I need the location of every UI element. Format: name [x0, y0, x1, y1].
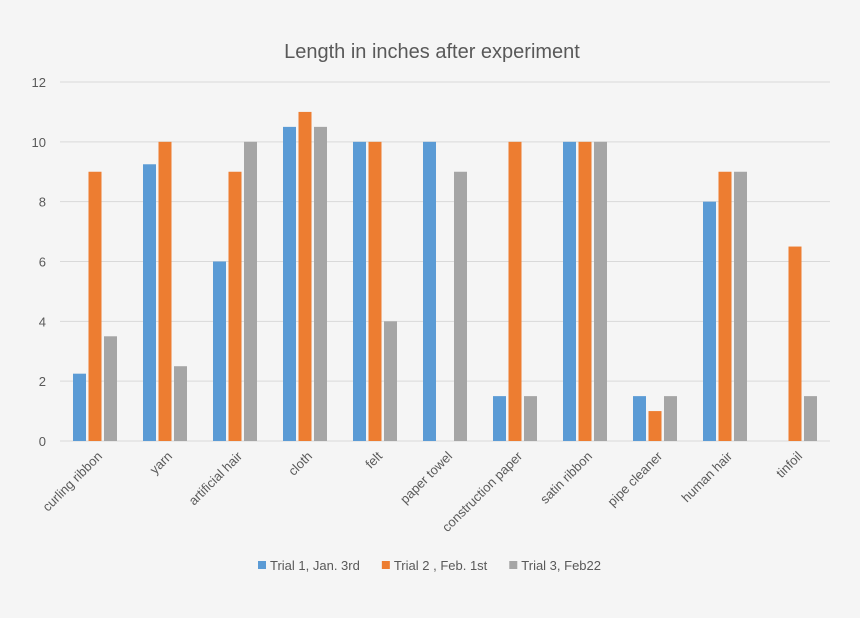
y-axis: 0 2 4 6 8 10 12 — [32, 75, 46, 449]
y-tick-label: 6 — [39, 255, 46, 270]
x-tick-label: satin ribbon — [537, 449, 595, 507]
legend-label: Trial 2 , Feb. 1st — [394, 558, 488, 573]
bar-human-hair-series-2 — [718, 171, 732, 441]
chart-title: Length in inches after experiment — [284, 41, 580, 63]
x-axis: curling ribbon yarn artificial hair cloth fe… — [39, 448, 805, 535]
bar-felt-series-2 — [368, 141, 382, 442]
bar-satin-ribbon-series-3 — [594, 141, 607, 442]
gridlines — [60, 81, 830, 442]
bar-yarn-series-2 — [158, 141, 172, 442]
bar-artificial-hair-series-2 — [228, 171, 242, 441]
legend-swatch — [509, 561, 518, 569]
x-tick-label: tinfoil — [773, 448, 805, 480]
y-tick-label: 2 — [39, 374, 46, 389]
x-tick-label: curling ribbon — [39, 449, 105, 515]
x-tick-label: yarn — [147, 449, 175, 477]
x-tick-label: cloth — [285, 449, 315, 479]
y-tick-label: 4 — [39, 314, 46, 329]
bar-artificial-hair-series-3 — [244, 141, 257, 442]
x-tick-label: pipe cleaner — [604, 448, 665, 509]
bar-tinfoil-series-2 — [788, 246, 802, 441]
bar-cloth-series-1 — [283, 126, 296, 441]
bar-cloth-series-3 — [314, 126, 327, 441]
bar-construction-paper-series-1 — [493, 396, 506, 441]
bar-human-hair-series-3 — [734, 171, 747, 441]
x-tick-label: paper towel — [397, 448, 455, 506]
legend: Trial 1, Jan. 3rd Trial 2 , Feb. 1st Trial… — [258, 558, 601, 573]
bar-paper-towel-series-3 — [454, 171, 467, 441]
y-tick-label: 8 — [39, 195, 46, 210]
bar-cloth-series-2 — [298, 111, 312, 442]
bar-artificial-hair-series-1 — [213, 261, 226, 441]
bar-yarn-series-3 — [174, 366, 187, 441]
legend-label: Trial 1, Jan. 3rd — [270, 558, 360, 573]
x-tick-label: felt — [362, 448, 385, 471]
bar-construction-paper-series-3 — [524, 396, 537, 441]
bar-felt-series-1 — [353, 141, 366, 442]
bar-human-hair-series-1 — [703, 201, 716, 441]
legend-swatch — [258, 561, 266, 569]
bar-curling-ribbon-series-2 — [88, 171, 102, 441]
legend-label: Trial 3, Feb22 — [521, 558, 601, 573]
x-tick-label: human hair — [679, 448, 736, 505]
bar-yarn-series-1 — [143, 164, 156, 442]
bar-pipe-cleaner-series-2 — [648, 411, 662, 441]
bars — [73, 111, 817, 442]
bar-pipe-cleaner-series-3 — [664, 396, 677, 441]
y-tick-label: 12 — [32, 75, 46, 90]
bar-paper-towel-series-1 — [423, 141, 436, 442]
legend-swatch — [381, 561, 390, 569]
bar-felt-series-3 — [384, 321, 397, 441]
bar-construction-paper-series-2 — [508, 141, 522, 442]
y-tick-label: 10 — [32, 135, 46, 150]
bar-curling-ribbon-series-1 — [73, 373, 86, 441]
bar-pipe-cleaner-series-1 — [633, 396, 646, 441]
bar-satin-ribbon-series-1 — [563, 141, 576, 442]
bar-satin-ribbon-series-2 — [578, 141, 592, 442]
bar-tinfoil-series-3 — [804, 396, 817, 441]
y-tick-label: 0 — [39, 434, 46, 449]
x-tick-label: artificial hair — [185, 448, 245, 508]
bar-curling-ribbon-series-3 — [104, 336, 117, 441]
